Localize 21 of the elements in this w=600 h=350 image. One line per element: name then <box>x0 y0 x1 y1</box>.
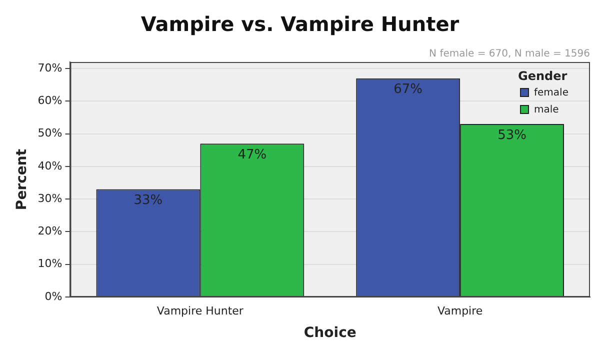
y-tick-label: 0% <box>44 290 62 303</box>
text: N female = 670, N male = 1596 <box>429 48 590 60</box>
x-axis-title: Choice <box>304 325 356 342</box>
y-tick-label: 70% <box>38 61 62 74</box>
x-tick-label: Vampire Hunter <box>156 304 244 318</box>
data-label: 53% <box>498 128 526 143</box>
legend-title: Gender <box>518 69 568 84</box>
x-tick-label: Vampire <box>437 304 483 318</box>
data-label: 33% <box>134 193 163 208</box>
y-tick-label: 30% <box>38 192 62 205</box>
data-label: 47% <box>238 147 267 162</box>
chart-title: Vampire vs. Vampire Hunter <box>140 12 460 36</box>
y-tick-label: 10% <box>38 257 62 270</box>
y-axis-title: Percent <box>14 148 30 210</box>
data-label: 67% <box>394 82 423 98</box>
legend-label: male <box>534 104 559 116</box>
y-tick-label: 40% <box>38 159 62 172</box>
legend-label: female <box>534 88 568 99</box>
y-tick-label: 60% <box>38 94 62 108</box>
y-tick-label: 50% <box>38 126 62 140</box>
y-tick-label: 20% <box>38 224 62 238</box>
